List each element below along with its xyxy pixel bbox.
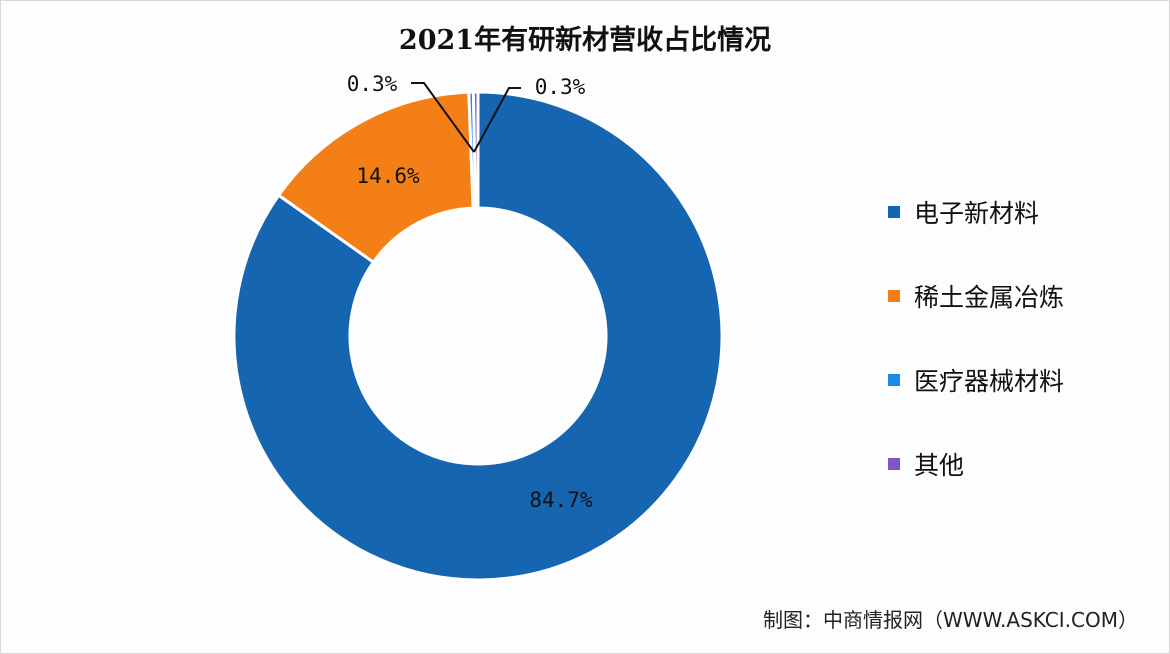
data-label: 84.7%: [529, 488, 593, 512]
chart-title: 2021年有研新材营收占比情况: [398, 25, 772, 56]
legend-swatch: [888, 290, 900, 302]
legend-swatch: [888, 206, 900, 218]
legend-label: 电子新材料: [914, 199, 1040, 228]
slice-0: [232, 90, 724, 582]
legend-label: 稀土金属冶炼: [914, 283, 1065, 312]
legend-item: 其他: [888, 422, 1064, 506]
legend: 电子新材料 稀土金属冶炼 医疗器械材料 其他: [888, 170, 1064, 506]
source-note: 制图：中商情报网（WWW.ASKCI.COM）: [763, 608, 1138, 632]
legend-swatch: [888, 458, 900, 470]
leader-line: [473, 87, 521, 153]
slice-1: [276, 90, 475, 265]
data-label: 0.3%: [347, 72, 398, 96]
legend-swatch: [888, 374, 900, 386]
legend-item: 医疗器械材料: [888, 338, 1064, 422]
leader-line: [411, 82, 475, 153]
legend-label: 其他: [914, 451, 965, 480]
legend-label: 医疗器械材料: [914, 367, 1065, 396]
data-label: 14.6%: [356, 164, 420, 188]
legend-item: 电子新材料: [888, 170, 1064, 254]
legend-item: 稀土金属冶炼: [888, 254, 1064, 338]
data-label: 0.3%: [535, 75, 586, 99]
